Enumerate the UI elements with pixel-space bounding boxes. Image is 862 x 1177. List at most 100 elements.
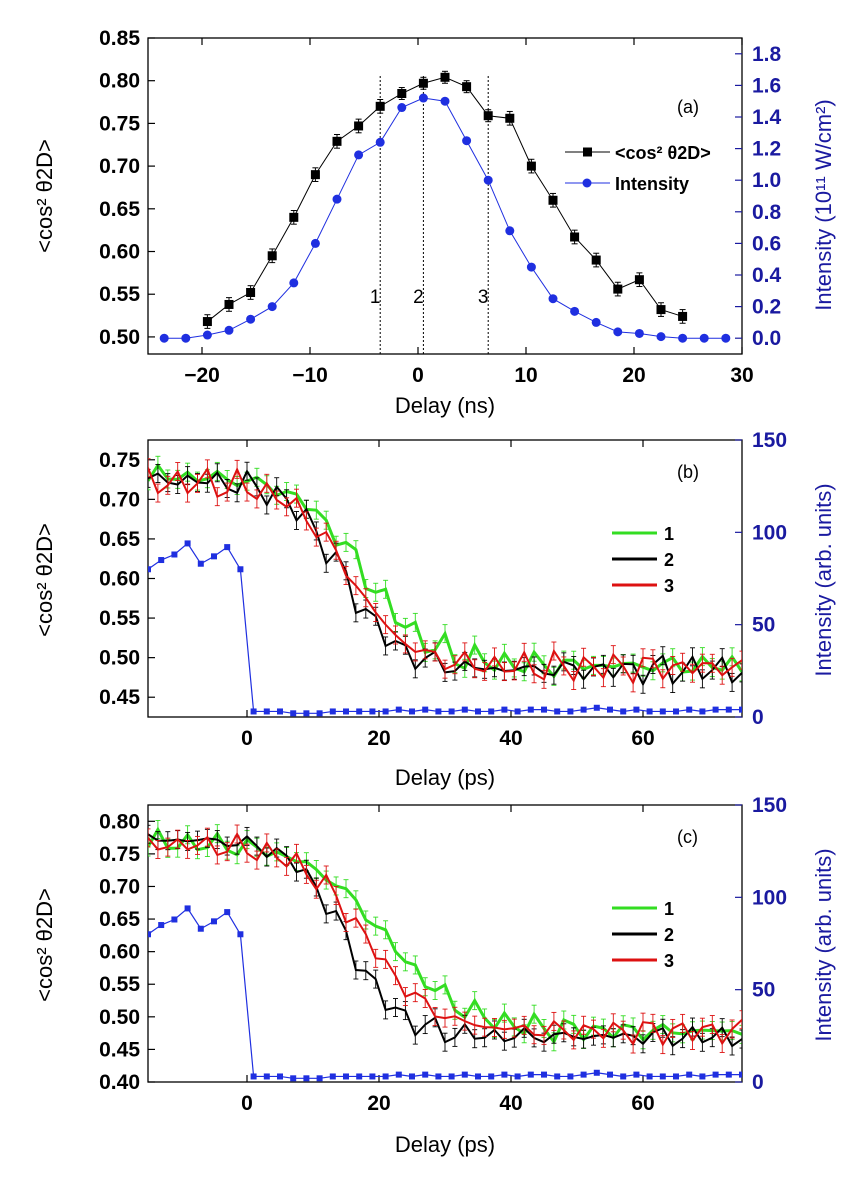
data-point [699,333,709,343]
intensity-point [514,708,521,715]
intensity-point [171,916,178,923]
y-tick-label: 0.60 [99,941,140,964]
intensity-point [343,708,349,715]
data-point [634,328,644,338]
intensity-point [567,1073,574,1080]
intensity-point [356,708,363,715]
intensity-point [620,708,627,715]
intensity-point [567,708,574,715]
intensity-point [237,931,244,938]
x-tick-label: −20 [184,364,220,387]
data-point [721,333,731,343]
intensity-point [699,708,706,715]
marker-label: 1 [370,287,381,308]
y-tick-label: 0.60 [99,241,140,264]
marker-label: 2 [413,287,424,308]
plot-area [148,820,742,1082]
intensity-point [290,710,297,717]
legend-label: Intensity [615,174,689,194]
intensity-point [488,708,495,715]
legend-marker-square [583,147,592,157]
intensity-point [593,704,600,711]
y-tick-label: 0.80 [99,810,140,833]
curve-line-3 [148,466,742,686]
y-right-tick-label: 0.8 [752,201,782,224]
chart-panel-c: 0 20 40 600.400.450.500.550.600.650.700.750… [32,794,836,1157]
intensity-point [475,708,481,715]
chart-panel-a: −20 −10 0 10 20 30 0.50 0.55 0.60 0.65 0.70 0.75 0.8… [32,27,836,418]
legend-label: <cos² θ2D> [615,143,711,163]
intensity-point [633,706,640,713]
y-tick-label: 0.50 [99,326,140,349]
legend-label: 2 [664,550,674,570]
intensity-point [607,706,613,713]
x-tick-label: −10 [292,364,328,387]
data-point [678,311,688,321]
data-point [678,333,688,343]
x-tick-label: 60 [631,1092,654,1115]
y-right-tick-label: 0 [752,1071,764,1094]
y-tick-label: 0.55 [99,973,140,996]
intensity-point [527,706,534,713]
intensity-point [197,560,204,567]
intensity-point [501,706,508,713]
legend-marker-circle [582,178,592,188]
intensity-point [171,551,178,558]
intensity-point [343,1073,349,1080]
intensity-point [329,708,336,715]
intensity-point [501,1071,508,1078]
y-tick-label: 0.75 [99,112,140,135]
data-point [548,294,558,304]
y-right-axis-label: Intensity (arb. units) [811,483,836,676]
intensity-point [395,706,402,713]
data-point [354,121,364,131]
y-right-tick-label: 1.2 [752,138,781,161]
data-point [548,195,558,205]
intensity-point [659,1073,666,1080]
intensity-point [277,708,283,715]
y-tick-label: 0.45 [99,1038,140,1061]
data-point [483,175,493,185]
y-tick-label: 0.75 [99,843,140,866]
data-point [505,113,515,123]
series-line [207,76,683,322]
intensity-point [382,1073,389,1080]
intensity-point [554,1073,561,1080]
y-tick-label: 0.80 [99,70,140,93]
intensity-point [580,706,587,713]
x-tick-label: 0 [412,364,424,387]
plot-frame [147,37,743,355]
data-point [181,333,191,343]
y-right-tick-label: 150 [752,429,787,452]
y-tick-label: 0.50 [99,647,140,670]
legend-label: 1 [664,524,674,544]
y-axis-label: <cos² θ2D> [32,888,57,1002]
y-right-tick-label: 1.0 [752,169,781,192]
data-point [332,136,342,146]
intensity-point [739,1071,742,1078]
y-right-tick-label: 0.2 [752,296,781,319]
data-point [224,325,234,335]
data-point [591,255,601,265]
y-tick-label: 0.65 [99,528,140,551]
y-tick-label: 0.75 [99,449,140,472]
intensity-point [541,1071,547,1078]
intensity-point [224,909,231,916]
data-point [246,288,256,298]
intensity-point [435,1073,442,1080]
intensity-point [580,1071,587,1078]
data-point [397,89,407,99]
intensity-point [158,557,165,564]
x-tick-label: 40 [499,1092,522,1115]
intensity-point [211,553,217,560]
intensity-point [673,708,679,715]
data-point [526,161,536,171]
y-right-tick-label: 1.6 [752,74,781,97]
y-right-tick-label: 0 [752,706,764,729]
y-right-axis-label: Intensity (10¹¹ W/cm²) [811,99,836,310]
y-right-tick-label: 50 [752,614,775,637]
intensity-point [422,1071,429,1078]
y-tick-label: 0.85 [99,27,140,50]
intensity-point [409,708,415,715]
intensity-point [607,1071,613,1078]
